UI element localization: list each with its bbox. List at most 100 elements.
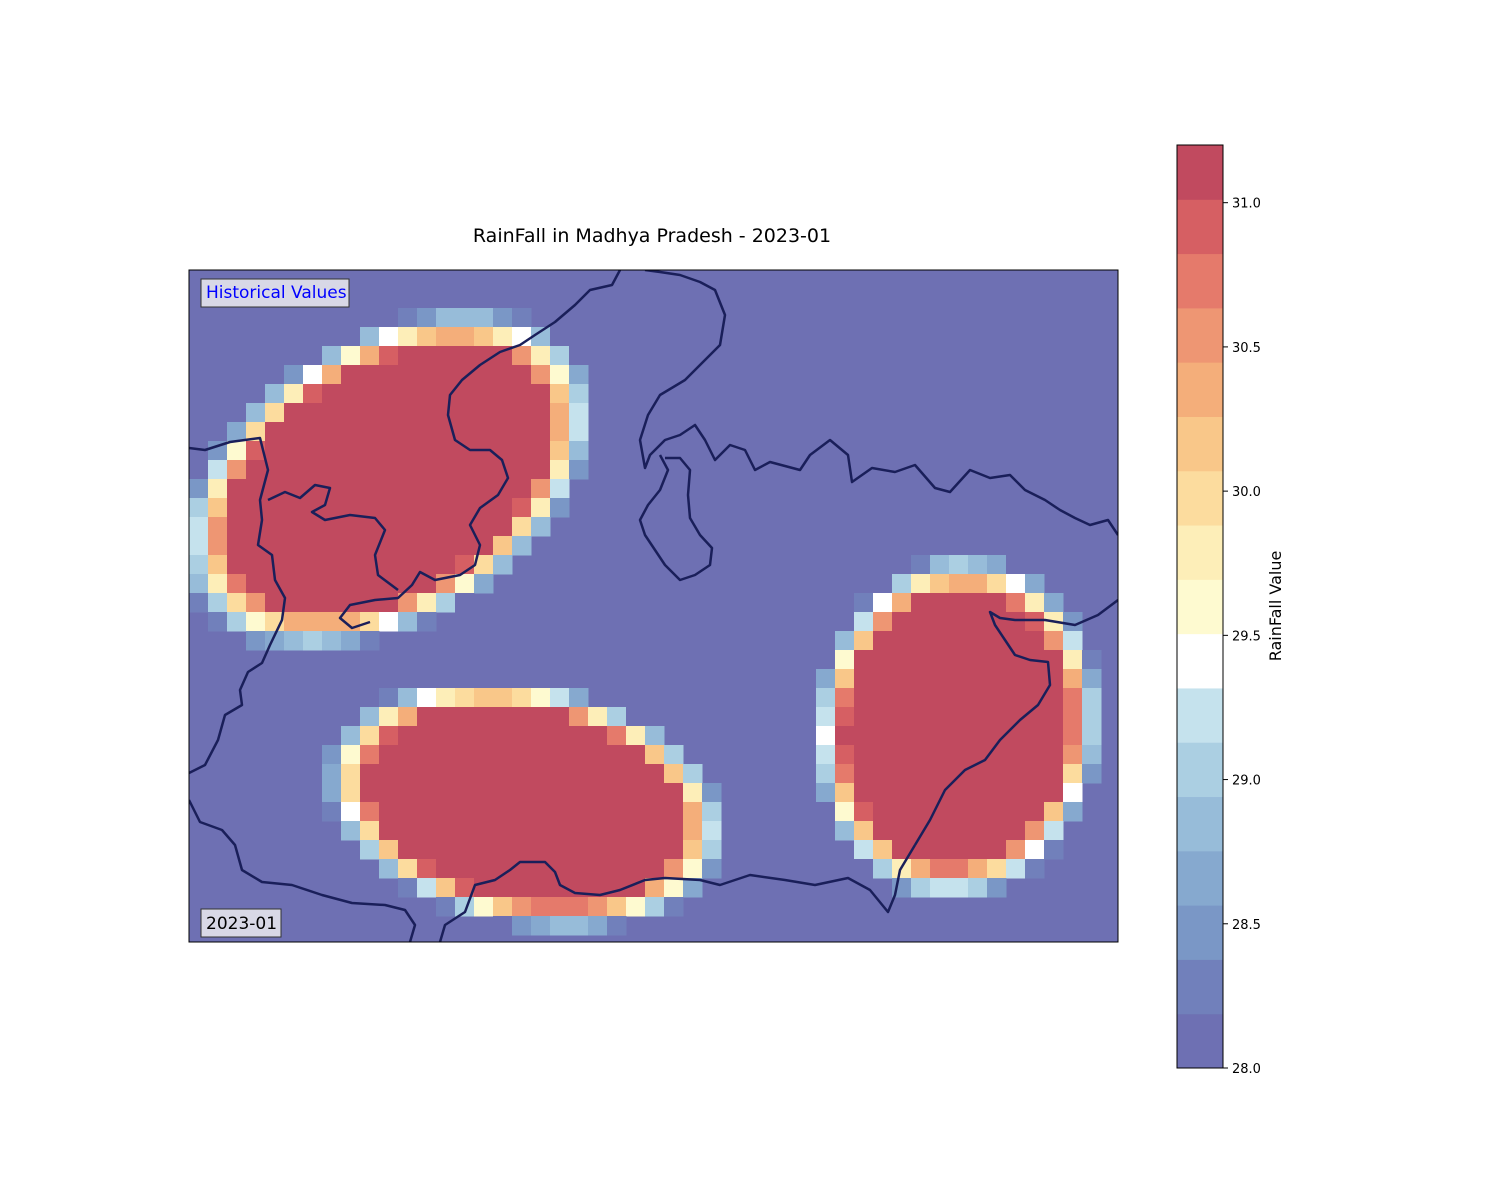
heat-cell (360, 726, 380, 746)
heat-cell (379, 821, 399, 841)
heat-cell (569, 821, 589, 841)
heat-cell (531, 384, 551, 404)
heat-cell (341, 821, 361, 841)
colorbar-tick-label: 28.0 (1232, 1062, 1261, 1077)
heat-cell (512, 308, 532, 328)
heat-cell (417, 764, 437, 784)
heat-cell (436, 460, 456, 480)
heat-cell (1063, 688, 1083, 708)
heat-cell (417, 802, 437, 822)
heat-cell (664, 783, 684, 803)
heat-cell (246, 574, 266, 594)
heat-cell (322, 422, 342, 442)
heat-cell (379, 460, 399, 480)
heat-cell (341, 441, 361, 461)
heat-cell (398, 574, 418, 594)
heat-cell (645, 783, 665, 803)
heat-cell (968, 593, 988, 613)
heat-cell (360, 783, 380, 803)
heat-cell (930, 802, 950, 822)
heat-cell (531, 897, 551, 917)
heat-cell (436, 878, 456, 898)
heat-cell (987, 593, 1007, 613)
heat-cell (379, 859, 399, 879)
heat-cell (531, 327, 551, 347)
heat-cell (550, 403, 570, 423)
heat-cell (816, 669, 836, 689)
heat-cell (664, 764, 684, 784)
heat-cell (531, 916, 551, 936)
heat-cell (607, 840, 627, 860)
heat-cell (873, 783, 893, 803)
heat-cell (303, 384, 323, 404)
heat-cell (645, 878, 665, 898)
heat-cell (550, 821, 570, 841)
heat-cell (322, 593, 342, 613)
heat-cell (341, 384, 361, 404)
heat-cell (265, 403, 285, 423)
heat-cell (417, 384, 437, 404)
heat-cell (550, 441, 570, 461)
heat-cell (1082, 650, 1102, 670)
heat-cell (474, 365, 494, 385)
boundary-line (189, 799, 417, 942)
heat-cell (512, 802, 532, 822)
heat-cell (436, 859, 456, 879)
heat-cell (493, 688, 513, 708)
heat-cell (1006, 802, 1026, 822)
heat-cell (607, 745, 627, 765)
heat-cell (607, 707, 627, 727)
heat-cell (1044, 688, 1064, 708)
heat-cell (626, 707, 646, 727)
heat-cell (417, 821, 437, 841)
heat-cell (873, 859, 893, 879)
heat-cell (341, 327, 361, 347)
heat-cell (968, 878, 988, 898)
heat-cell (455, 441, 475, 461)
heat-cell (208, 498, 228, 518)
heat-cell (892, 707, 912, 727)
heat-cell (493, 726, 513, 746)
heat-cell (474, 308, 494, 328)
heat-cell (626, 764, 646, 784)
boundary-line (638, 270, 1118, 536)
heat-cell (645, 821, 665, 841)
heat-cell (360, 403, 380, 423)
heat-cell (493, 840, 513, 860)
heat-cell (607, 821, 627, 841)
heat-cell (246, 631, 266, 651)
heat-cell (436, 726, 456, 746)
heat-cell (664, 840, 684, 860)
heat-cell (322, 745, 342, 765)
heat-cell (531, 821, 551, 841)
heat-cell (512, 726, 532, 746)
heat-cell (911, 878, 931, 898)
heat-cell (645, 726, 665, 746)
heat-cell (1063, 726, 1083, 746)
heat-cell (474, 669, 494, 689)
heat-cell (455, 460, 475, 480)
heat-cell (265, 460, 285, 480)
heat-cell (626, 726, 646, 746)
boundary-line (338, 270, 622, 630)
heat-cell (436, 707, 456, 727)
heat-cell (873, 650, 893, 670)
heat-cell (550, 365, 570, 385)
heat-cell (227, 536, 247, 556)
heat-cell (550, 878, 570, 898)
heat-cell (531, 517, 551, 537)
heat-cell (1006, 555, 1026, 575)
heat-cell (455, 688, 475, 708)
colorbar-segment (1177, 1013, 1223, 1069)
heat-cell (569, 441, 589, 461)
heat-cell (284, 574, 304, 594)
heat-cell (911, 764, 931, 784)
heat-cell (911, 650, 931, 670)
heat-cell (873, 688, 893, 708)
heat-cell (474, 707, 494, 727)
heat-cell (626, 840, 646, 860)
heat-cell (835, 764, 855, 784)
heat-cell (436, 479, 456, 499)
heat-cell (531, 764, 551, 784)
heat-cell (531, 346, 551, 366)
